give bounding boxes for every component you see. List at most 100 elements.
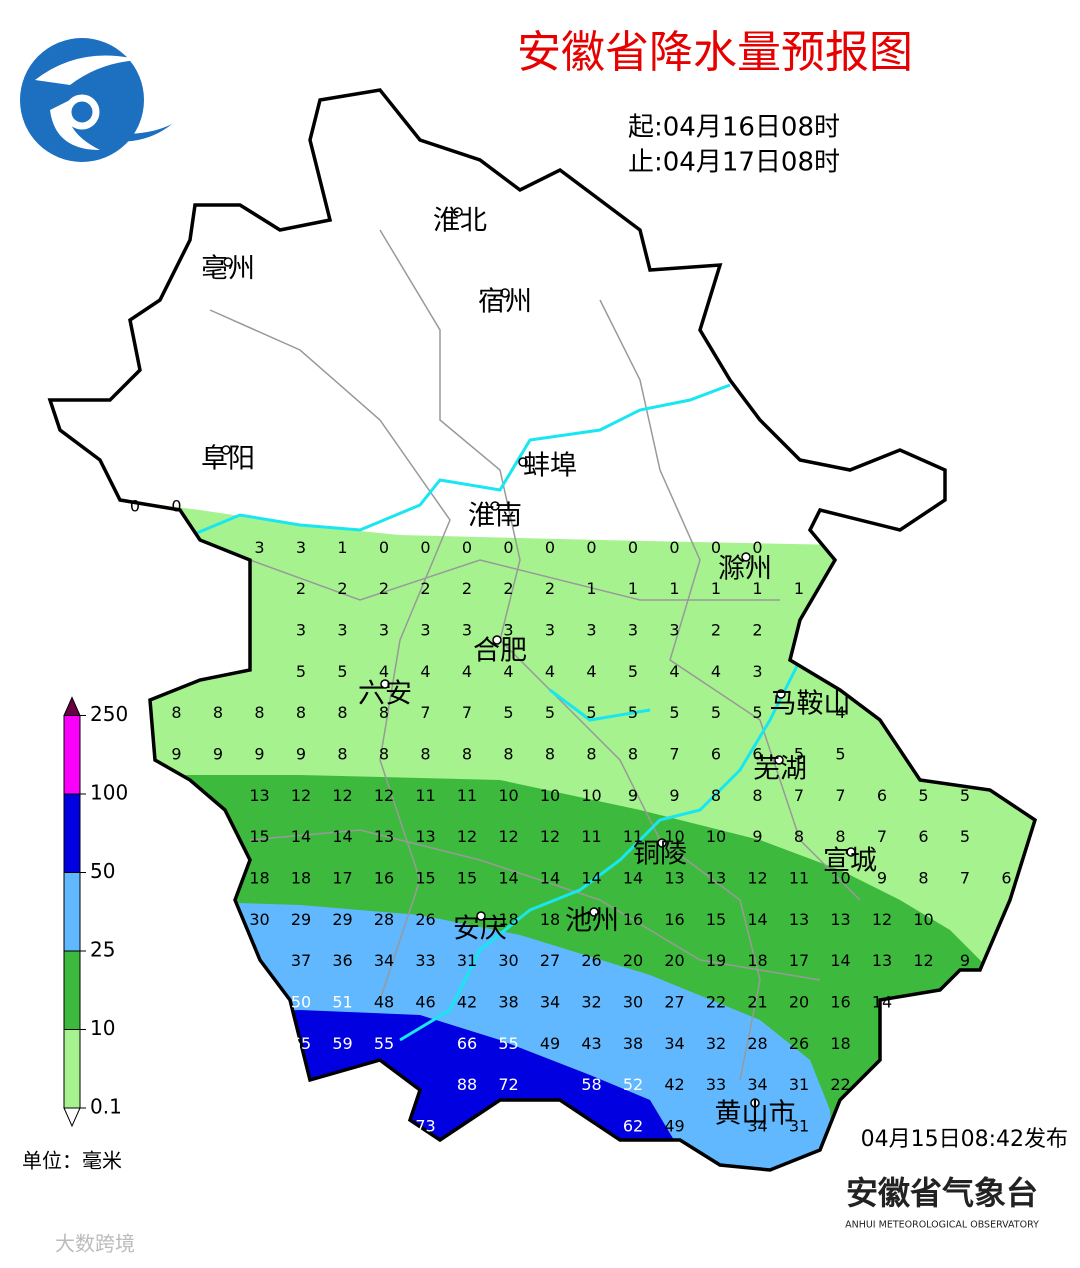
precip-value: 15 bbox=[706, 910, 726, 929]
precip-value: 3 bbox=[296, 538, 306, 557]
precip-value: 10 bbox=[830, 868, 850, 887]
precip-value: 12 bbox=[747, 868, 767, 887]
city-dot bbox=[453, 207, 463, 217]
precip-value: 4 bbox=[420, 662, 430, 681]
precip-value: 4 bbox=[379, 662, 389, 681]
precip-grid: 0 03 3 1 0 0 0 0 0 0 0 0 0 02 2 2 2 2 2 2 1 1 1 1 1 13 3 3 3 3 3 3 3 3 3 2 2… bbox=[130, 497, 1012, 1136]
precip-value: 2 bbox=[296, 579, 306, 598]
city-dot bbox=[776, 689, 786, 699]
precip-value: 6 bbox=[877, 786, 887, 805]
precip-value: 4 bbox=[545, 662, 555, 681]
precip-value: 6 bbox=[752, 744, 762, 763]
precip-value: 3 bbox=[462, 620, 472, 639]
precip-value: 30 bbox=[498, 951, 518, 970]
precip-value: 13 bbox=[872, 951, 892, 970]
precip-value: 31 bbox=[789, 1116, 809, 1135]
legend-label: 0.1 bbox=[90, 1095, 122, 1119]
city-label: 蚌埠 bbox=[523, 451, 577, 482]
precip-value: 3 bbox=[420, 620, 430, 639]
precip-value: 14 bbox=[872, 992, 892, 1011]
legend-label: 10 bbox=[90, 1016, 115, 1040]
precip-value: 5 bbox=[628, 662, 638, 681]
precip-value: 0 bbox=[586, 538, 596, 557]
precip-value: 13 bbox=[374, 827, 394, 846]
precip-value: 1 bbox=[794, 579, 804, 598]
precip-value: 20 bbox=[789, 992, 809, 1011]
precip-value: 12 bbox=[457, 827, 477, 846]
precip-value: 29 bbox=[332, 910, 352, 929]
precip-value: 52 bbox=[623, 1075, 643, 1094]
precip-value: 9 bbox=[877, 868, 887, 887]
precip-value: 8 bbox=[752, 786, 762, 805]
precip-value: 4 bbox=[503, 662, 513, 681]
precip-value: 3 bbox=[503, 620, 513, 639]
precip-value: 14 bbox=[291, 827, 311, 846]
precip-value: 8 bbox=[545, 744, 555, 763]
city-dot bbox=[589, 907, 599, 917]
precip-value: 38 bbox=[498, 992, 518, 1011]
city-label: 芜湖 bbox=[753, 754, 807, 785]
city-dot bbox=[774, 755, 784, 765]
precip-value: 3 bbox=[628, 620, 638, 639]
city-label: 池州 bbox=[565, 906, 619, 937]
city-label: 滁州 bbox=[718, 554, 772, 585]
precip-value: 2 bbox=[752, 620, 762, 639]
legend-swatch bbox=[63, 1029, 81, 1109]
precip-value: 6 bbox=[1001, 868, 1011, 887]
precip-value: 9 bbox=[669, 786, 679, 805]
precip-value: 31 bbox=[457, 951, 477, 970]
precip-value: 0 bbox=[628, 538, 638, 557]
precip-value: 4 bbox=[586, 662, 596, 681]
precip-value: 3 bbox=[669, 620, 679, 639]
precip-value: 11 bbox=[623, 827, 643, 846]
precip-value: 3 bbox=[586, 620, 596, 639]
city-label: 亳州 bbox=[201, 254, 255, 285]
precip-value: 73 bbox=[415, 1116, 435, 1135]
precip-value: 88 bbox=[457, 1075, 477, 1094]
precip-value: 8 bbox=[379, 703, 389, 722]
precip-value: 26 bbox=[581, 951, 601, 970]
precip-value: 28 bbox=[374, 910, 394, 929]
precip-value: 0 bbox=[420, 538, 430, 557]
precip-value: 31 bbox=[789, 1075, 809, 1094]
precip-value: 8 bbox=[918, 868, 928, 887]
precip-value: 1 bbox=[628, 579, 638, 598]
precip-value: 14 bbox=[581, 868, 601, 887]
precip-value: 13 bbox=[789, 910, 809, 929]
precip-value: 5 bbox=[296, 662, 306, 681]
city-label: 合肥 bbox=[473, 636, 527, 667]
precip-value: 7 bbox=[462, 703, 472, 722]
precip-value: 10 bbox=[498, 786, 518, 805]
precip-value: 0 bbox=[669, 538, 679, 557]
start-time: 起:04月16日08时 bbox=[628, 113, 840, 143]
precip-value: 8 bbox=[462, 744, 472, 763]
precip-value: 7 bbox=[835, 786, 845, 805]
precip-value: 14 bbox=[747, 910, 767, 929]
title: 安徽省降水量预报图 bbox=[517, 27, 913, 78]
precip-value: 7 bbox=[669, 744, 679, 763]
precip-value: 26 bbox=[789, 1034, 809, 1053]
precip-value: 5 bbox=[960, 786, 970, 805]
precip-value: 12 bbox=[913, 951, 933, 970]
precip-value: 27 bbox=[664, 992, 684, 1011]
issued: 04月15日08:42发布 bbox=[861, 1127, 1068, 1152]
precip-value: 10 bbox=[664, 827, 684, 846]
legend-label: 50 bbox=[90, 859, 115, 883]
precip-value: 14 bbox=[830, 951, 850, 970]
precip-value: 29 bbox=[291, 910, 311, 929]
precip-value: 7 bbox=[794, 786, 804, 805]
precip-value: 9 bbox=[960, 951, 970, 970]
precip-value: 0 bbox=[379, 538, 389, 557]
precip-value: 5 bbox=[711, 703, 721, 722]
precip-value: 36 bbox=[332, 951, 352, 970]
precip-value: 13 bbox=[415, 827, 435, 846]
precip-value: 10 bbox=[581, 786, 601, 805]
precip-value: 18 bbox=[540, 910, 560, 929]
legend-swatch bbox=[63, 872, 81, 952]
precip-value: 5 bbox=[628, 703, 638, 722]
precip-value: 2 bbox=[420, 579, 430, 598]
precip-value: 33 bbox=[415, 951, 435, 970]
precip-value: 58 bbox=[581, 1075, 601, 1094]
city-dot bbox=[223, 257, 233, 267]
precip-value: 14 bbox=[623, 868, 643, 887]
